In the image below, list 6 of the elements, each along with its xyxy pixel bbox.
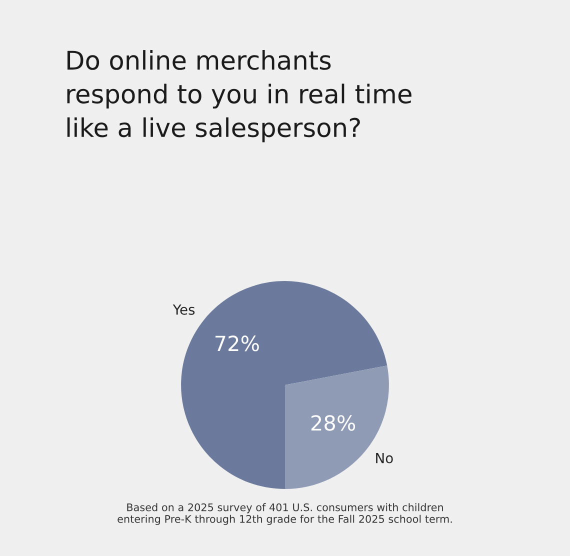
data-label: 72% bbox=[215, 336, 259, 352]
data-label: 28% bbox=[311, 415, 356, 431]
slice-label: No bbox=[376, 452, 393, 464]
text: Based on a 2025 survey of 401 U.S. consumers with children entering Pre-K through 12th grade for the Fall 2025 school term. bbox=[118, 503, 452, 525]
slice-label: Yes bbox=[172, 304, 195, 315]
chart-title: Do online merchants respond to you in real time like a live salesperson? bbox=[67, 50, 412, 142]
